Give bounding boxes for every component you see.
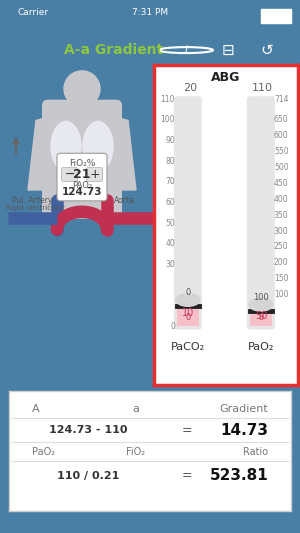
- Text: Carrier: Carrier: [18, 7, 49, 17]
- FancyBboxPatch shape: [42, 100, 122, 219]
- Text: 80: 80: [165, 157, 175, 166]
- Text: PaO₂: PaO₂: [248, 342, 274, 352]
- Text: 300: 300: [274, 227, 289, 236]
- Text: a: a: [133, 403, 139, 414]
- Ellipse shape: [51, 122, 81, 171]
- Text: FiO₂%: FiO₂%: [69, 159, 95, 168]
- Text: 600: 600: [274, 131, 289, 140]
- Text: =: =: [181, 470, 192, 482]
- Text: 110: 110: [251, 83, 272, 93]
- Text: 400: 400: [274, 195, 289, 204]
- Bar: [72, 89, 92, 110]
- Bar: [261, 9, 291, 22]
- Text: 20: 20: [183, 83, 197, 93]
- Text: ⊟: ⊟: [222, 43, 234, 58]
- Circle shape: [64, 71, 100, 107]
- Text: PAO₂: PAO₂: [72, 181, 92, 190]
- Text: 110 / 0.21: 110 / 0.21: [57, 471, 119, 481]
- Text: 0: 0: [185, 313, 190, 322]
- Text: 70: 70: [165, 177, 175, 187]
- Text: 100: 100: [160, 115, 175, 124]
- Text: 100: 100: [253, 293, 269, 302]
- Text: PaO₂: PaO₂: [32, 447, 55, 457]
- Text: Ratio: Ratio: [243, 447, 268, 457]
- Text: 450: 450: [274, 179, 289, 188]
- Text: 124.73: 124.73: [62, 187, 102, 197]
- Text: i: i: [184, 45, 188, 55]
- Polygon shape: [114, 117, 136, 190]
- Ellipse shape: [83, 122, 113, 171]
- Text: 40: 40: [165, 239, 175, 248]
- Text: 500: 500: [274, 163, 289, 172]
- Text: 21: 21: [73, 168, 91, 181]
- Text: ABG: ABG: [211, 70, 241, 84]
- Bar: [250, 311, 272, 327]
- Text: 200: 200: [274, 259, 288, 268]
- Text: ↺: ↺: [261, 43, 273, 58]
- Text: 250: 250: [274, 243, 288, 252]
- Text: 30: 30: [165, 260, 175, 269]
- FancyBboxPatch shape: [174, 96, 202, 329]
- Text: Gradient: Gradient: [220, 403, 268, 414]
- Text: 0: 0: [170, 322, 175, 331]
- Text: =: =: [181, 424, 192, 437]
- Text: 550: 550: [274, 147, 289, 156]
- FancyBboxPatch shape: [57, 154, 107, 201]
- Ellipse shape: [249, 298, 273, 311]
- Text: 100: 100: [274, 290, 288, 299]
- Text: 90: 90: [165, 136, 175, 145]
- Ellipse shape: [176, 293, 200, 306]
- Text: Right Ventricular: Right Ventricular: [6, 205, 65, 211]
- Text: 650: 650: [274, 115, 289, 124]
- Text: 14.73: 14.73: [220, 423, 268, 438]
- Text: Pul. Artery: Pul. Artery: [12, 196, 52, 205]
- Text: FiO₂: FiO₂: [126, 447, 146, 457]
- Text: 10: 10: [182, 308, 194, 318]
- Text: 150: 150: [274, 274, 288, 283]
- Text: A: A: [32, 403, 39, 414]
- FancyBboxPatch shape: [61, 168, 77, 182]
- Bar: [177, 306, 199, 327]
- Polygon shape: [28, 117, 50, 190]
- Text: A-a Gradient: A-a Gradient: [64, 43, 164, 57]
- Text: +: +: [89, 168, 100, 181]
- Text: Aorta: Aorta: [114, 196, 135, 205]
- Text: 60: 60: [165, 198, 175, 207]
- Text: 0: 0: [185, 288, 190, 297]
- FancyBboxPatch shape: [86, 168, 103, 182]
- Text: 50: 50: [255, 311, 267, 320]
- Text: 350: 350: [274, 211, 289, 220]
- Text: −: −: [64, 168, 75, 181]
- Text: 110: 110: [160, 95, 175, 104]
- Text: PaCO₂: PaCO₂: [171, 342, 205, 352]
- Text: 7:31 PM: 7:31 PM: [132, 7, 168, 17]
- Text: 50: 50: [165, 219, 175, 228]
- Text: 523.81: 523.81: [210, 469, 268, 483]
- Text: 124.73 - 110: 124.73 - 110: [49, 425, 127, 435]
- Text: 714: 714: [274, 95, 288, 104]
- Text: 0: 0: [258, 313, 263, 322]
- FancyBboxPatch shape: [247, 96, 275, 329]
